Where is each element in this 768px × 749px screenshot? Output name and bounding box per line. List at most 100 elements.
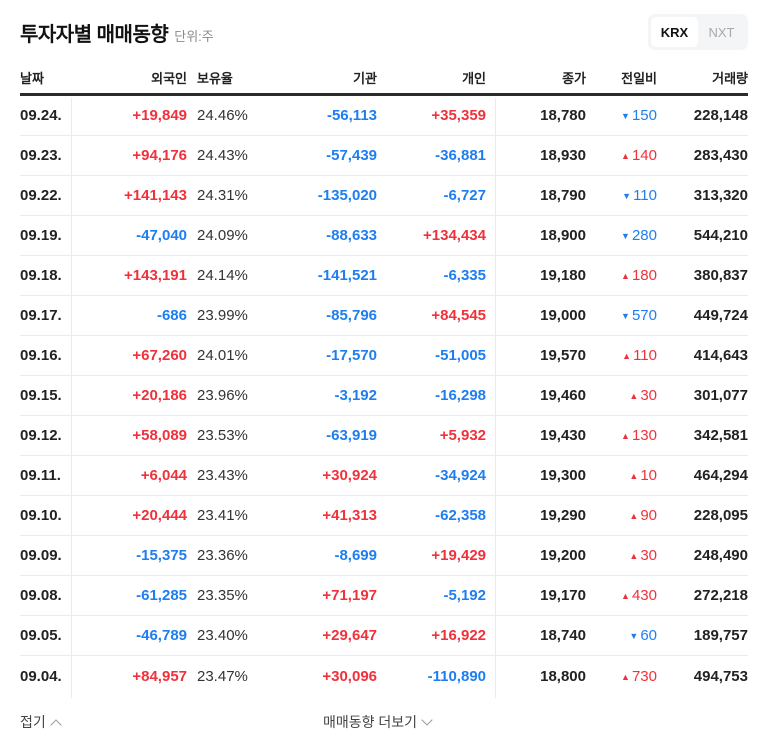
up-triangle-icon: ▲ bbox=[629, 511, 639, 521]
change-value: 130 bbox=[631, 427, 657, 444]
table-row: 09.11. +6,044 23.43% +30,924 -34,924 19,300 ▲ 1… bbox=[20, 456, 748, 496]
cell-date: 09.10. bbox=[20, 507, 62, 524]
cell-date: 09.04. bbox=[20, 667, 62, 685]
cell-holding-ratio: 23.35% bbox=[197, 587, 248, 604]
cell-individual: -34,924 bbox=[435, 467, 486, 484]
cell-date: 09.19. bbox=[20, 227, 62, 244]
up-triangle-icon: ▲ bbox=[622, 351, 632, 361]
table-row: 09.24. +19,849 24.46% -56,113 +35,359 18,780 ▼… bbox=[20, 96, 748, 136]
cell-close-price: 19,460 bbox=[540, 387, 586, 404]
cell-holding-ratio: 24.31% bbox=[197, 187, 248, 204]
cell-volume: 272,218 bbox=[693, 587, 748, 604]
chevron-down-icon bbox=[421, 714, 433, 726]
table-row: 09.09. -15,375 23.36% -8,699 +19,429 19,200 ▲ 3… bbox=[20, 536, 748, 576]
cell-date: 09.15. bbox=[20, 387, 62, 404]
cell-foreign: -47,040 bbox=[136, 227, 187, 244]
cell-volume: 414,643 bbox=[693, 347, 748, 364]
more-trading-button[interactable]: 매매동향 더보기 bbox=[323, 712, 433, 732]
cell-close-price: 18,780 bbox=[540, 107, 586, 124]
cell-close-price: 18,930 bbox=[540, 147, 586, 164]
cell-institution: -56,113 bbox=[326, 107, 377, 124]
cell-foreign: +19,849 bbox=[132, 107, 187, 124]
cell-volume: 380,837 bbox=[693, 267, 748, 284]
down-triangle-icon: ▼ bbox=[621, 311, 630, 321]
cell-volume: 449,724 bbox=[693, 307, 748, 324]
cell-volume: 228,148 bbox=[693, 107, 748, 124]
cell-change: ▲ 10 bbox=[586, 467, 657, 484]
cell-date: 09.05. bbox=[20, 627, 62, 644]
up-triangle-icon: ▲ bbox=[629, 471, 639, 481]
market-toggle: KRX NXT bbox=[648, 14, 748, 50]
change-value: 60 bbox=[640, 627, 657, 644]
header-close-price: 종가 bbox=[562, 71, 586, 86]
down-triangle-icon: ▼ bbox=[621, 111, 630, 121]
cell-foreign: -61,285 bbox=[136, 587, 187, 604]
fold-button[interactable]: 접기 bbox=[20, 712, 62, 732]
investor-trading-table: 날짜 외국인 보유율 기관 개인 종가 전일비 거래량 09.24. +19,84… bbox=[20, 62, 748, 696]
table-row: 09.18. +143,191 24.14% -141,521 -6,335 19,180… bbox=[20, 256, 748, 296]
down-triangle-icon: ▼ bbox=[622, 191, 632, 201]
table-row: 09.19. -47,040 24.09% -88,633 +134,434 18,900… bbox=[20, 216, 748, 256]
change-value: 430 bbox=[631, 587, 657, 604]
cell-holding-ratio: 24.46% bbox=[197, 107, 248, 124]
down-triangle-icon: ▼ bbox=[629, 631, 639, 641]
table-row: 09.17. -686 23.99% -85,796 +84,545 19,000 ▼ 570… bbox=[20, 296, 748, 336]
cell-change: ▼ 150 bbox=[586, 107, 657, 124]
cell-close-price: 18,900 bbox=[540, 227, 586, 244]
cell-institution: +30,924 bbox=[322, 467, 377, 484]
cell-change: ▲ 110 bbox=[586, 347, 657, 364]
up-triangle-icon: ▲ bbox=[621, 271, 630, 281]
cell-holding-ratio: 24.09% bbox=[197, 227, 248, 244]
up-triangle-icon: ▲ bbox=[629, 391, 639, 401]
cell-volume: 283,430 bbox=[693, 147, 748, 164]
cell-holding-ratio: 24.43% bbox=[197, 147, 248, 164]
cell-holding-ratio: 23.47% bbox=[197, 667, 248, 685]
cell-individual: +35,359 bbox=[431, 107, 486, 124]
chevron-up-icon bbox=[50, 718, 62, 731]
cell-volume: 342,581 bbox=[693, 427, 748, 444]
cell-holding-ratio: 23.43% bbox=[197, 467, 248, 484]
cell-holding-ratio: 24.01% bbox=[197, 347, 248, 364]
header-date: 날짜 bbox=[20, 71, 44, 86]
cell-volume: 189,757 bbox=[693, 627, 748, 644]
change-value: 10 bbox=[640, 467, 657, 484]
header-foreign: 외국인 bbox=[151, 71, 187, 86]
change-value: 150 bbox=[631, 107, 657, 124]
cell-individual: -110,890 bbox=[427, 667, 486, 685]
down-triangle-icon: ▼ bbox=[621, 231, 630, 241]
cell-close-price: 19,570 bbox=[540, 347, 586, 364]
cell-individual: +19,429 bbox=[431, 547, 486, 564]
cell-foreign: +84,957 bbox=[132, 667, 187, 685]
cell-foreign: +58,089 bbox=[132, 427, 187, 444]
cell-individual: +16,922 bbox=[431, 627, 486, 644]
cell-close-price: 19,170 bbox=[540, 587, 586, 604]
cell-foreign: +20,444 bbox=[132, 507, 187, 524]
market-option-nxt[interactable]: NXT bbox=[708, 24, 735, 40]
cell-change: ▲ 730 bbox=[586, 668, 657, 685]
cell-change: ▲ 140 bbox=[586, 147, 657, 164]
cell-foreign: -15,375 bbox=[136, 547, 187, 564]
change-value: 90 bbox=[640, 507, 657, 524]
change-value: 280 bbox=[631, 227, 657, 244]
cell-institution: +71,197 bbox=[322, 587, 377, 604]
change-value: 110 bbox=[633, 187, 657, 204]
header-institution: 기관 bbox=[353, 71, 377, 86]
cell-holding-ratio: 23.36% bbox=[197, 547, 248, 564]
cell-institution: -17,570 bbox=[326, 347, 377, 364]
cell-foreign: +6,044 bbox=[140, 467, 187, 484]
table-row: 09.15. +20,186 23.96% -3,192 -16,298 19,460 ▲ 3… bbox=[20, 376, 748, 416]
cell-foreign: +143,191 bbox=[124, 267, 187, 284]
cell-individual: -16,298 bbox=[435, 387, 486, 404]
cell-date: 09.22. bbox=[20, 187, 62, 204]
cell-institution: -63,919 bbox=[326, 427, 377, 444]
cell-institution: +30,096 bbox=[322, 667, 377, 685]
cell-institution: -3,192 bbox=[334, 387, 377, 404]
market-option-krx[interactable]: KRX bbox=[651, 17, 698, 47]
table-row: 09.22. +141,143 24.31% -135,020 -6,727 18,790… bbox=[20, 176, 748, 216]
cell-volume: 248,490 bbox=[693, 547, 748, 564]
table-row: 09.04. +84,957 23.47% +30,096 -110,890 18,800… bbox=[20, 656, 748, 696]
change-value: 110 bbox=[633, 347, 657, 364]
cell-holding-ratio: 24.14% bbox=[197, 267, 248, 284]
cell-institution: -141,521 bbox=[317, 267, 377, 284]
header-change: 전일비 bbox=[621, 71, 657, 86]
